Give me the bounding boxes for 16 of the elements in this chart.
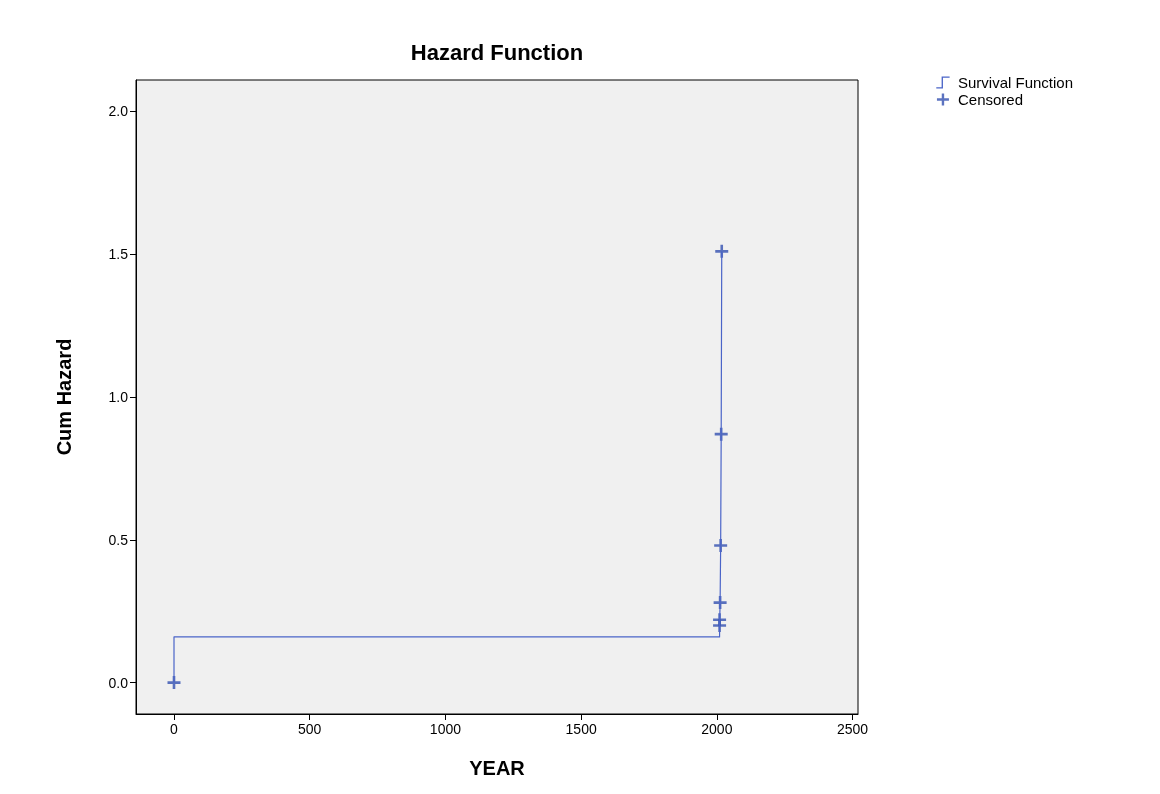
chart-title: Hazard Function — [410, 39, 584, 65]
x-tick-label: 0 — [170, 721, 179, 737]
x-axis-title: YEAR — [469, 757, 526, 779]
legend-label: Censored — [957, 91, 1023, 108]
x-tick-label: 500 — [298, 721, 322, 737]
y-tick-label: 1.5 — [108, 246, 129, 263]
legend-label: Survival Function — [957, 74, 1074, 91]
y-tick-label: 2.0 — [108, 103, 129, 120]
y-tick-label: 0.0 — [108, 674, 129, 691]
y-axis-title: Cum Hazard — [53, 338, 75, 456]
x-tick-label: 1000 — [429, 721, 462, 737]
y-tick-label: 0.5 — [108, 531, 129, 548]
x-tick-label: 2500 — [836, 721, 869, 737]
y-tick-label: 1.0 — [108, 389, 129, 405]
x-tick-label: 1500 — [565, 721, 597, 737]
x-tick-label: 2000 — [701, 721, 733, 737]
